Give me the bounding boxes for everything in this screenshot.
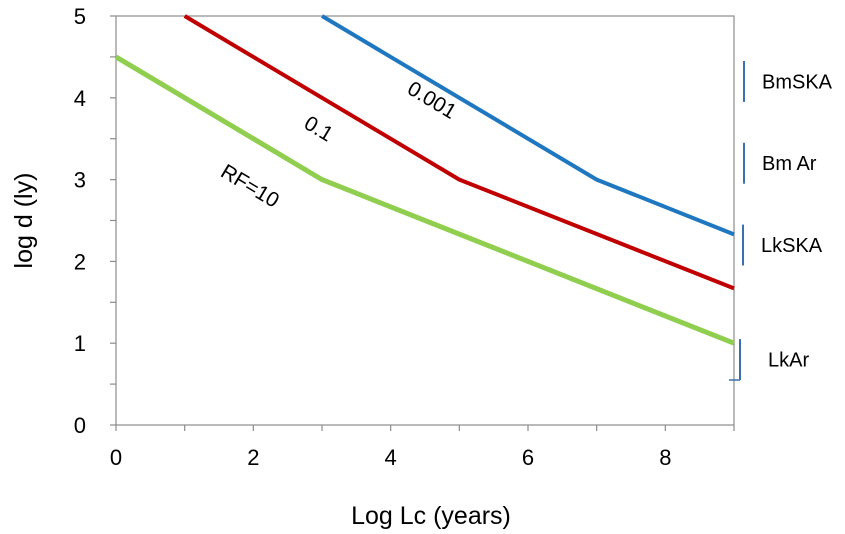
y-tick-label: 3 bbox=[74, 168, 86, 193]
x-tick-label: 4 bbox=[385, 445, 397, 470]
y-axis-title: log d (ly) bbox=[10, 173, 38, 269]
x-tick-label: 8 bbox=[659, 445, 671, 470]
x-axis-title: Log Lc (years) bbox=[351, 502, 511, 530]
y-tick-label: 2 bbox=[74, 249, 86, 274]
series-line-3 bbox=[114, 54, 735, 346]
y-tick-label: 4 bbox=[74, 86, 86, 111]
y-tick-label: 1 bbox=[74, 331, 86, 356]
side-label-3: LkSKA bbox=[761, 235, 823, 257]
x-tick-label: 6 bbox=[522, 445, 534, 470]
side-label-1: BmSKA bbox=[762, 71, 833, 93]
side-label-2: Bm Ar bbox=[762, 153, 817, 175]
series-label-3: RF=10 bbox=[217, 160, 283, 212]
side-label-4: LkAr bbox=[768, 350, 809, 372]
y-tick-label: 5 bbox=[74, 4, 86, 29]
x-tick-label: 2 bbox=[247, 445, 259, 470]
x-tick-label: 0 bbox=[110, 445, 122, 470]
y-tick-label: 0 bbox=[74, 413, 86, 438]
series-line-2 bbox=[183, 14, 735, 291]
series-line-1 bbox=[320, 14, 735, 237]
series-label-1: 0.001 bbox=[403, 77, 460, 124]
series-label-2: 0.1 bbox=[300, 112, 337, 147]
